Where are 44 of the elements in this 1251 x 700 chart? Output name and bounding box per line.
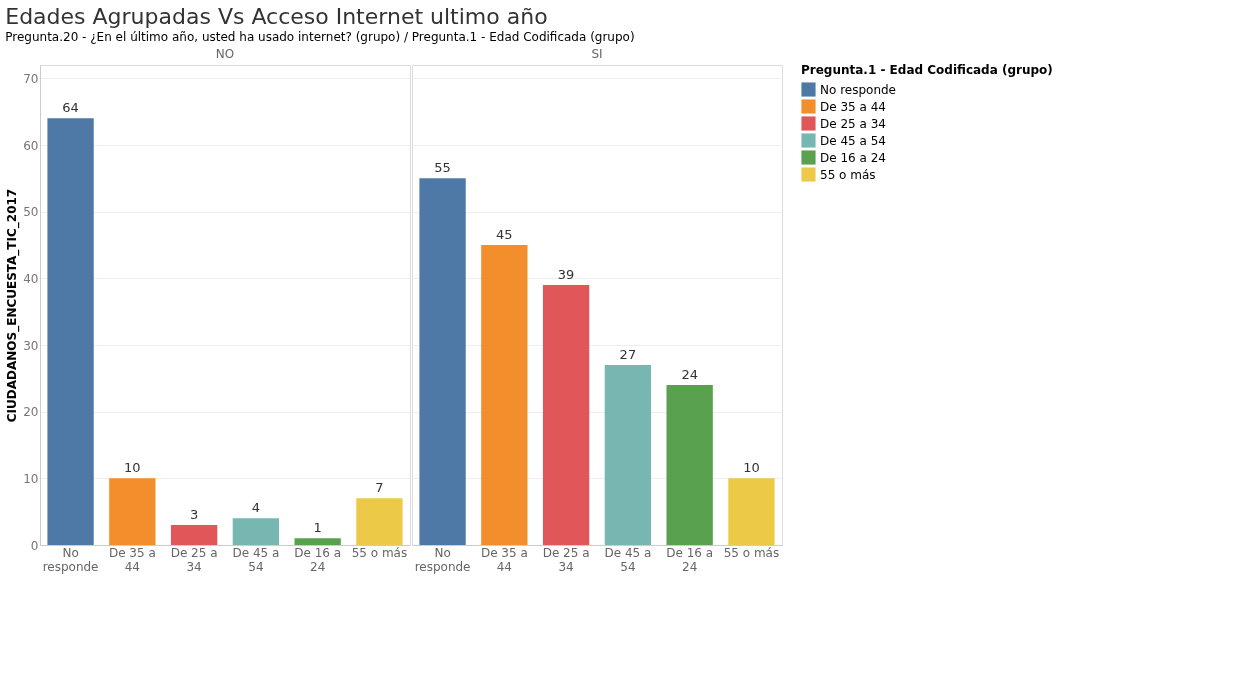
chart-title: Edades Agrupadas Vs Acceso Internet ultimo año — [5, 3, 548, 29]
y-tick-label: 60 — [23, 138, 39, 153]
x-tick-label: De 45 a 54 — [232, 545, 280, 574]
data-label: 10 — [124, 460, 141, 476]
data-label: 64 — [62, 100, 79, 116]
data-label: 3 — [189, 507, 199, 522]
chart-subtitle: Pregunta.20 - ¿En el último año, usted ha usado internet? (grupo) / Pregunta.1 - Edad Codificada (grupo) — [5, 29, 635, 44]
data-label: 4 — [251, 500, 261, 516]
y-axis-title: CIUDADANOS_ENCUESTA_TIC_2017 — [5, 188, 21, 423]
x-axis-title: SI — [591, 47, 603, 61]
legend-label: No responde — [820, 82, 897, 97]
x-tick-label: 55 o más — [723, 545, 780, 560]
x-tick-label: De 16 a 24 — [666, 545, 714, 574]
y-tick-label: 30 — [23, 338, 39, 353]
data-label: 39 — [557, 267, 575, 282]
y-tick-label: 40 — [23, 271, 39, 286]
x-tick-label: De 35 a 44 — [480, 545, 528, 574]
y-tick-label: 10 — [23, 471, 39, 486]
x-tick-label: De 25 a 34 — [542, 545, 590, 574]
legend-label: 55 o más — [820, 167, 876, 182]
x-tick-label: De 35 a 44 — [108, 545, 156, 574]
legend-title: Pregunta.1 - Edad Codificada (grupo) — [801, 63, 1053, 77]
legend-label: De 35 a 44 — [820, 99, 886, 114]
y-tick-label: 70 — [23, 71, 39, 86]
x-tick-label: 55 o más — [351, 545, 408, 560]
x-axis-title: NO — [215, 47, 235, 61]
legend-label: De 25 a 34 — [820, 116, 886, 131]
x-tick-label: No responde — [42, 545, 99, 574]
x-tick-label: De 16 a 24 — [294, 545, 342, 574]
data-label: 55 — [434, 160, 451, 176]
x-tick-label: No responde — [414, 545, 471, 574]
legend-label: De 45 a 54 — [820, 133, 886, 148]
data-label: 27 — [619, 347, 637, 362]
y-tick-label: 20 — [23, 405, 39, 420]
x-tick-label: De 45 a 54 — [604, 545, 652, 574]
legend-label: De 16 a 24 — [820, 150, 886, 165]
x-tick-label: De 25 a 34 — [170, 545, 218, 574]
data-label: 7 — [375, 480, 384, 496]
data-label: 24 — [681, 367, 698, 382]
y-tick-label: 0 — [30, 538, 39, 553]
y-tick-label: 50 — [23, 205, 39, 220]
data-label: 10 — [743, 460, 760, 476]
data-label: 1 — [313, 520, 322, 536]
data-label: 45 — [496, 227, 513, 242]
